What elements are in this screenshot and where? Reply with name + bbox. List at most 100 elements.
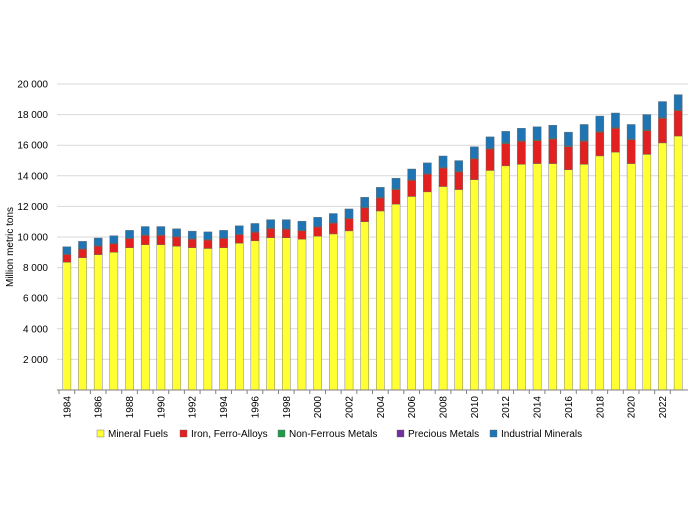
bar-segment (611, 151, 620, 391)
bar-segment (548, 138, 558, 164)
bar-segment (187, 230, 197, 239)
bar-segment (219, 247, 228, 391)
bar-segment (376, 210, 385, 391)
bar-segment (517, 164, 526, 391)
gridlines (57, 83, 688, 360)
bar-segment (438, 186, 448, 391)
x-tick-label: 2000 (313, 396, 324, 419)
bar-segment (532, 140, 542, 164)
legend-label: Mineral Fuels (108, 429, 168, 440)
legend-label: Precious Metals (408, 429, 479, 440)
bar-segment (234, 234, 244, 244)
bar-segment (219, 238, 228, 248)
bar-segment (626, 139, 636, 164)
x-tick-label: 1984 (62, 396, 73, 419)
bar-segment (109, 252, 119, 391)
legend: Mineral Fuels Iron, Ferro-Alloys Non-Ferro… (96, 429, 582, 440)
y-tick-label: 16 000 (17, 141, 48, 152)
bar-segment (360, 197, 369, 208)
bar-segment (344, 230, 354, 391)
bar-segment (579, 141, 589, 165)
bar-segment (548, 125, 558, 139)
bar-segment (78, 257, 87, 391)
bar-segment (266, 228, 275, 238)
y-tick-label: 6 000 (23, 294, 48, 305)
bar-segment (187, 239, 197, 248)
bar-segment (391, 189, 401, 205)
bar-segment (250, 232, 260, 242)
bar-segment (93, 237, 103, 246)
bar-segment (564, 169, 573, 391)
bar-segment (454, 171, 463, 190)
legend-swatch (179, 429, 188, 438)
bar-segment (485, 148, 495, 171)
bar-segment (564, 131, 573, 147)
bar-segment (517, 141, 526, 165)
bars (62, 94, 683, 391)
bar-segment (297, 230, 307, 240)
bar-segment (266, 237, 275, 391)
bar-segment (673, 135, 683, 391)
bar-segment (140, 244, 150, 391)
bar-segment (517, 128, 526, 141)
bar-segment (501, 131, 511, 144)
bar-segment (423, 162, 432, 174)
bar-segment (78, 241, 87, 249)
bar-segment (642, 154, 652, 391)
bar-segment (642, 130, 652, 155)
bar-segment (485, 136, 495, 149)
y-tick-label: 14 000 (17, 171, 48, 182)
bar-segment (62, 262, 72, 391)
bar-segment (438, 155, 448, 168)
bar-segment (391, 177, 401, 190)
bar-segment (234, 225, 244, 235)
bar-segment (329, 233, 338, 391)
y-tick-label: 18 000 (17, 110, 48, 121)
bar-segment (172, 236, 181, 247)
bar-segment (579, 124, 589, 141)
y-tick-label: 20 000 (17, 80, 48, 91)
bar-segment (250, 240, 260, 391)
bar-segment (313, 217, 322, 227)
bar-segment (344, 218, 354, 232)
x-tick-labels: 1984 1986 1988 1990 1992 1994 1996 1998 2000 2002… (58, 390, 671, 419)
bar-segment (282, 237, 291, 391)
x-tick-label: 1988 (125, 396, 136, 419)
bar-segment (564, 146, 573, 170)
bar-segment (658, 142, 667, 391)
bar-segment (407, 168, 416, 180)
bar-segment (234, 242, 244, 391)
x-tick-label: 2008 (439, 396, 450, 419)
y-tick-label: 12 000 (17, 202, 48, 213)
bar-segment (470, 158, 479, 180)
bar-segment (454, 160, 463, 172)
y-tick-label: 8 000 (23, 263, 48, 274)
bar-segment (438, 167, 448, 187)
bar-segment (62, 246, 72, 255)
x-tick-label: 2022 (658, 396, 669, 419)
x-tick-label: 1998 (282, 396, 293, 419)
bar-segment (297, 220, 307, 231)
y-tick-label: 10 000 (17, 233, 48, 244)
bar-segment (423, 174, 432, 193)
bar-segment (250, 223, 260, 233)
legend-label: Iron, Ferro-Alloys (191, 429, 268, 440)
legend-label: Industrial Minerals (501, 429, 582, 440)
bar-segment (203, 239, 213, 249)
bar-segment (62, 254, 72, 263)
legend-swatch (396, 429, 405, 438)
bar-segment (642, 114, 652, 131)
legend-swatch (277, 429, 286, 438)
bar-segment (532, 126, 542, 140)
bar-segment (156, 226, 166, 236)
x-tick-label: 2002 (344, 396, 355, 419)
bar-segment (360, 207, 369, 222)
bar-segment (391, 203, 401, 391)
bar-segment (156, 244, 166, 391)
bar-segment (125, 238, 134, 248)
bar-segment (187, 247, 197, 391)
bar-segment (376, 187, 385, 198)
bar-segment (313, 226, 322, 237)
bar-segment (360, 221, 369, 391)
bar-segment (501, 165, 511, 391)
